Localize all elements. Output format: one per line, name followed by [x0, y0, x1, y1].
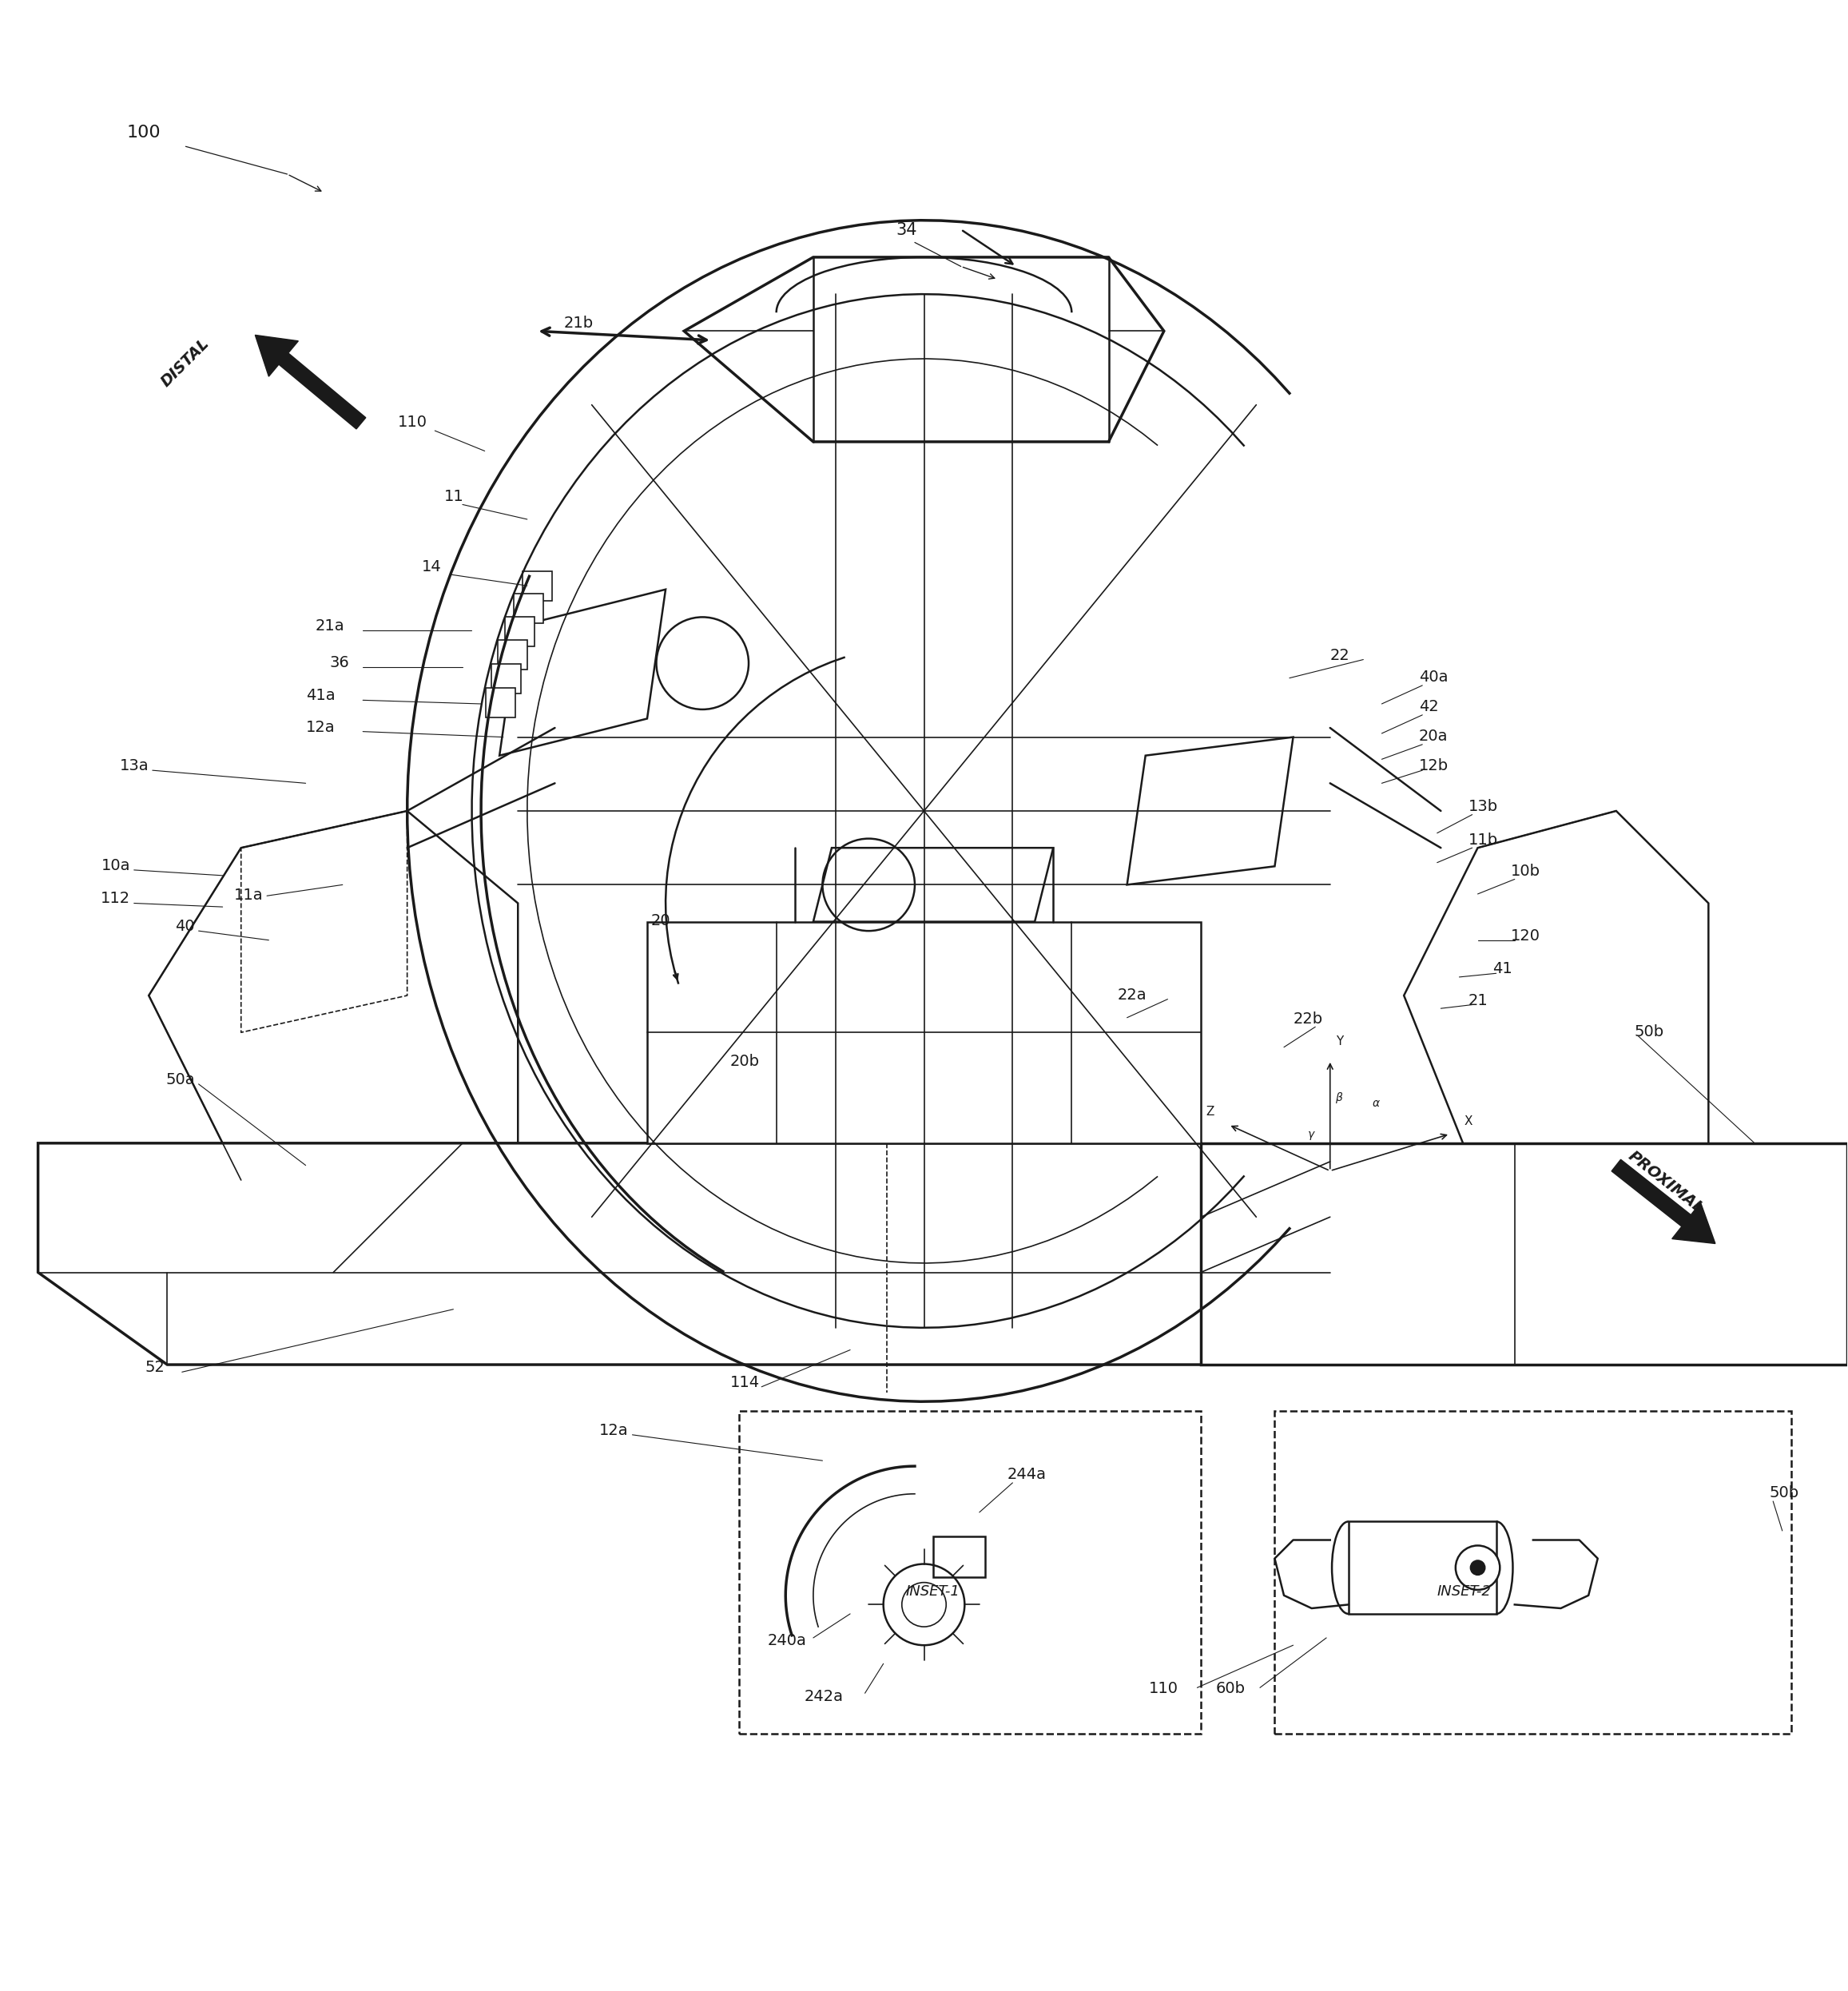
Polygon shape: [499, 589, 665, 755]
Bar: [739, 1412, 1201, 1734]
Text: 14: 14: [421, 559, 442, 573]
Bar: [497, 639, 527, 669]
Text: 50a: 50a: [166, 1071, 194, 1087]
Text: INSET-2: INSET-2: [1438, 1585, 1491, 1599]
Polygon shape: [1404, 810, 1708, 1217]
Text: PROXIMAL: PROXIMAL: [1626, 1149, 1708, 1217]
Text: 34: 34: [896, 223, 917, 239]
Text: 50b: 50b: [1635, 1023, 1665, 1039]
Polygon shape: [1349, 1521, 1497, 1615]
Polygon shape: [1201, 1143, 1846, 1364]
Bar: [523, 571, 553, 601]
Text: Z: Z: [1207, 1105, 1214, 1117]
Text: 21a: 21a: [314, 617, 344, 633]
Polygon shape: [1127, 737, 1294, 884]
Text: 12b: 12b: [1419, 759, 1449, 774]
Circle shape: [1456, 1545, 1501, 1591]
Bar: [486, 687, 516, 717]
Text: 242a: 242a: [804, 1688, 843, 1704]
Polygon shape: [39, 1143, 1331, 1364]
Text: 22: 22: [1331, 647, 1349, 663]
Text: 10a: 10a: [102, 858, 131, 874]
Text: 41: 41: [1493, 962, 1512, 976]
Text: 110: 110: [397, 414, 427, 430]
Bar: [1275, 1412, 1791, 1734]
Bar: [492, 663, 521, 693]
Text: 112: 112: [100, 892, 131, 906]
Text: DISTAL: DISTAL: [157, 336, 213, 390]
Text: 110: 110: [1149, 1680, 1179, 1696]
Text: 20b: 20b: [730, 1053, 760, 1069]
Text: 20a: 20a: [1419, 729, 1447, 745]
Text: 244a: 244a: [1007, 1467, 1046, 1481]
Text: 36: 36: [329, 655, 349, 671]
Text: Y: Y: [1336, 1035, 1343, 1047]
Text: 12a: 12a: [305, 719, 334, 735]
Polygon shape: [150, 810, 517, 1217]
Text: $\alpha$: $\alpha$: [1371, 1097, 1380, 1109]
Text: 22a: 22a: [1118, 988, 1148, 1001]
Text: 100: 100: [128, 123, 161, 141]
FancyArrow shape: [255, 334, 366, 428]
Text: 21: 21: [1469, 994, 1488, 1007]
Text: 240a: 240a: [767, 1633, 806, 1649]
Text: 50b: 50b: [1769, 1485, 1800, 1501]
Circle shape: [1471, 1561, 1486, 1575]
Bar: [514, 593, 543, 623]
Text: 13a: 13a: [120, 759, 150, 774]
Text: 21b: 21b: [564, 315, 593, 331]
Text: 60b: 60b: [1216, 1680, 1246, 1696]
Polygon shape: [684, 257, 1164, 442]
Text: INSET-1: INSET-1: [906, 1585, 959, 1599]
Text: 41a: 41a: [305, 689, 334, 703]
Text: 20: 20: [650, 914, 671, 928]
Text: 40: 40: [176, 920, 194, 934]
Text: $\gamma$: $\gamma$: [1307, 1129, 1316, 1141]
Polygon shape: [813, 848, 1053, 922]
Text: $\beta$: $\beta$: [1334, 1091, 1343, 1105]
Text: 10b: 10b: [1512, 864, 1541, 878]
Text: 52: 52: [146, 1360, 164, 1376]
Polygon shape: [647, 922, 1201, 1143]
Text: 40a: 40a: [1419, 669, 1447, 685]
Text: 11: 11: [444, 490, 464, 504]
Text: 42: 42: [1419, 699, 1438, 715]
Text: 11b: 11b: [1469, 832, 1499, 848]
Text: 114: 114: [730, 1376, 760, 1390]
Text: 22b: 22b: [1294, 1011, 1323, 1027]
Text: 12a: 12a: [599, 1424, 628, 1438]
Text: 120: 120: [1512, 928, 1541, 944]
FancyArrow shape: [1611, 1159, 1715, 1244]
Bar: [505, 617, 534, 647]
Bar: [933, 1537, 985, 1577]
Text: X: X: [1464, 1115, 1473, 1127]
Text: 11a: 11a: [235, 888, 262, 902]
Text: 13b: 13b: [1469, 798, 1499, 814]
